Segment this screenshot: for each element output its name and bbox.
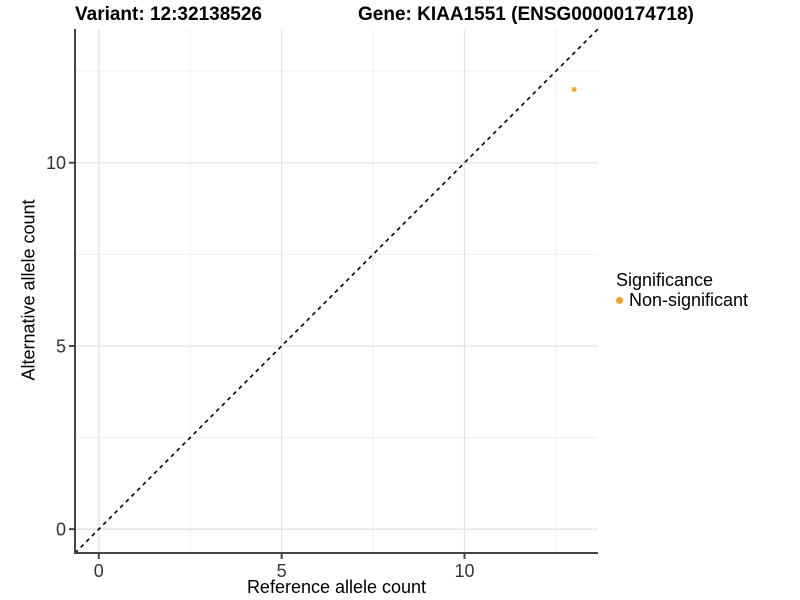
legend-item-non-significant: Non-significant [616, 290, 748, 310]
identity-line [74, 28, 599, 554]
plot-title-variant: Variant: 12:32138526 [75, 4, 262, 25]
y-tick-label: 10 [46, 153, 66, 173]
data-point [571, 87, 577, 92]
legend: Significance Non-significant [616, 270, 748, 310]
y-tick-label: 5 [56, 336, 66, 356]
legend-point-icon [616, 296, 623, 304]
legend-title: Significance [616, 270, 714, 290]
y-axis-title: Alternative allele count [18, 199, 39, 381]
y-tick-label: 0 [56, 520, 66, 540]
x-tick-label: 10 [454, 561, 474, 581]
x-tick-label: 5 [277, 561, 287, 581]
plot-title-gene: Gene: KIAA1551 (ENSG00000174718) [358, 4, 694, 25]
x-axis-title: Reference allele count [246, 577, 427, 597]
legend-item-label: Non-significant [629, 290, 749, 310]
x-tick-label: 0 [94, 561, 104, 581]
